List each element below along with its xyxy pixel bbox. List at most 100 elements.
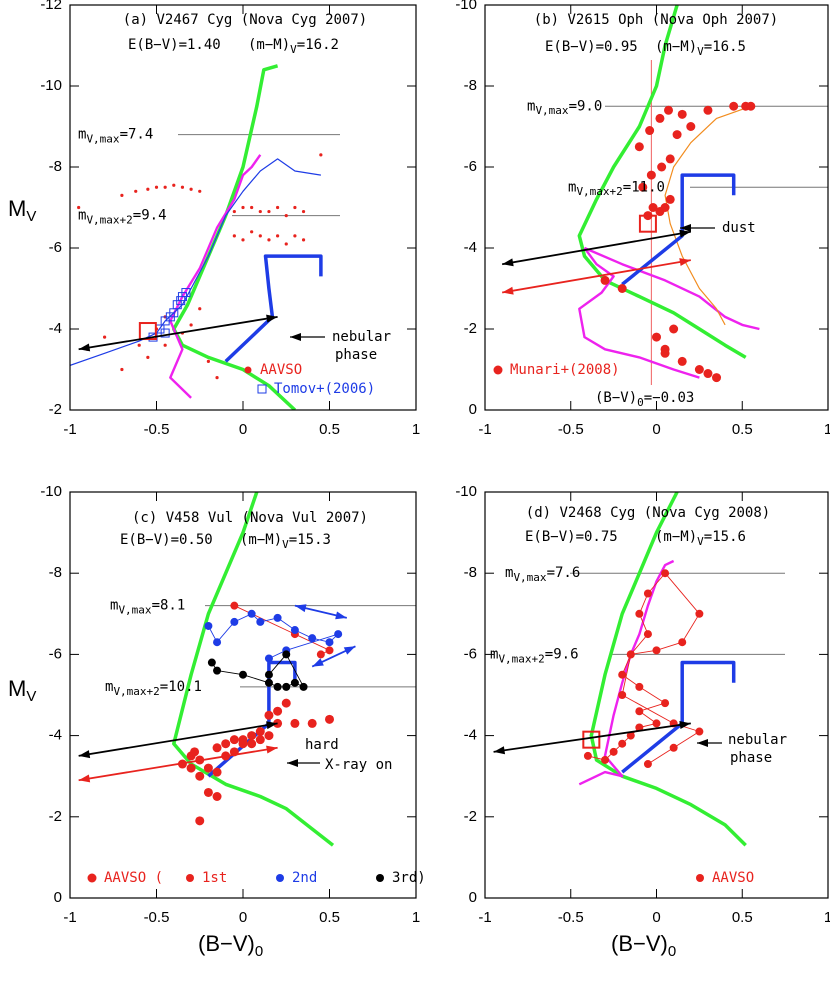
note: nebular	[332, 329, 391, 345]
data-point	[241, 238, 245, 242]
y-tick-label: -10	[455, 0, 477, 13]
reference-label-rest: =11.0	[623, 179, 665, 195]
reference-label: mV,max=9.0	[527, 98, 602, 117]
data-point	[213, 638, 222, 647]
data-point	[643, 760, 652, 769]
distance-modulus-main: (m−M)	[240, 532, 282, 548]
series-line	[211, 653, 305, 688]
arrowhead	[679, 258, 691, 266]
arrowhead	[78, 750, 91, 759]
y-tick-label: -10	[40, 77, 62, 94]
y-tick-label: -4	[49, 727, 62, 744]
start-box	[138, 322, 157, 341]
data-point	[189, 323, 193, 327]
series-line	[621, 660, 736, 774]
data-point	[609, 747, 618, 756]
y-axis-label-sub: V	[26, 688, 36, 705]
reference-label: mV,max=8.1	[110, 598, 185, 617]
data-point	[694, 365, 704, 374]
x-tick-label: 0.5	[732, 909, 753, 926]
distance-modulus-main: (m−M)	[655, 529, 697, 545]
y-tick-label: -2	[464, 808, 477, 825]
y-axis-label-main: M	[8, 196, 26, 221]
arrowhead	[343, 646, 356, 655]
note: hard	[305, 737, 339, 753]
data-point	[645, 126, 655, 136]
plot-area	[577, 5, 828, 385]
legend-label: AAVSO	[260, 362, 302, 378]
y-tick-label: 0	[469, 401, 477, 418]
reference-label-main: m	[527, 98, 535, 114]
arrowhead	[78, 343, 91, 352]
data-point	[160, 328, 170, 338]
data-point	[307, 718, 317, 728]
data-point	[134, 189, 138, 193]
reference-label-sub: V,max	[86, 133, 119, 146]
note: dust	[722, 220, 756, 236]
legend-label: 2nd	[292, 870, 317, 886]
data-point	[643, 630, 652, 639]
legend-label: Tomov+(2006)	[274, 381, 375, 397]
data-point	[678, 638, 687, 647]
data-point	[319, 153, 323, 157]
legend-marker	[376, 874, 384, 882]
distance-modulus: (m−M)V=15.6	[655, 529, 746, 548]
y-tick-label: -6	[464, 645, 477, 662]
reddening: E(B−V)=1.40	[128, 37, 221, 53]
y-tick-label: -4	[464, 239, 477, 256]
data-point	[230, 601, 239, 610]
panel-title: (c) V458 Vul (Nova Vul 2007)	[132, 510, 368, 526]
reference-label: mV,max+2=11.0	[568, 179, 665, 198]
y-tick-label: -8	[464, 77, 477, 94]
data-point	[264, 670, 273, 679]
data-point	[256, 617, 265, 626]
data-point	[634, 142, 644, 152]
data-point	[230, 617, 239, 626]
series-line	[207, 660, 297, 778]
distance-modulus-sub: V	[697, 45, 704, 58]
legend-label: AAVSO (	[104, 870, 163, 886]
series-line	[577, 5, 747, 359]
data-point	[212, 743, 222, 753]
data-point	[652, 332, 661, 342]
start-box	[638, 214, 657, 233]
data-point	[661, 569, 670, 578]
arrowhead	[266, 745, 278, 754]
data-point	[255, 735, 265, 745]
legend-marker	[87, 873, 97, 883]
distance-modulus: (m−M)V=15.3	[240, 532, 331, 551]
legend-marker	[186, 874, 194, 882]
legend-marker	[257, 384, 267, 394]
x-axis-label-main: (B−V)	[198, 931, 255, 956]
data-point	[635, 609, 644, 618]
distance-modulus-rest: =16.5	[704, 39, 746, 55]
legend-marker	[493, 365, 503, 375]
data-point	[635, 723, 644, 732]
note: X-ray on	[325, 757, 392, 773]
data-point	[308, 634, 317, 643]
data-point	[646, 170, 656, 180]
series-line	[578, 247, 700, 379]
distance-modulus-sub: V	[290, 43, 297, 56]
distance-modulus-rest: =15.6	[704, 529, 746, 545]
x-tick-label: 0.5	[732, 421, 753, 438]
panel-title: (a) V2467 Cyg (Nova Cyg 2007)	[123, 12, 367, 28]
reddening: E(B−V)=0.75	[525, 529, 618, 545]
data-point	[660, 348, 670, 358]
data-point	[207, 658, 216, 667]
data-point	[618, 691, 627, 699]
arrowhead	[287, 759, 298, 767]
arrowhead	[679, 229, 691, 238]
x-tick-label: 0	[239, 909, 247, 926]
y-tick-label: -4	[464, 727, 477, 744]
reference-label-main: m	[110, 598, 118, 614]
x-tick-label: -1	[478, 909, 491, 926]
plot-frame	[69, 4, 417, 411]
series-line	[70, 158, 321, 366]
data-point	[238, 735, 248, 745]
data-point	[247, 739, 257, 749]
data-point	[77, 205, 81, 210]
note: phase	[335, 347, 377, 363]
data-point	[195, 771, 205, 781]
data-point	[677, 109, 687, 119]
